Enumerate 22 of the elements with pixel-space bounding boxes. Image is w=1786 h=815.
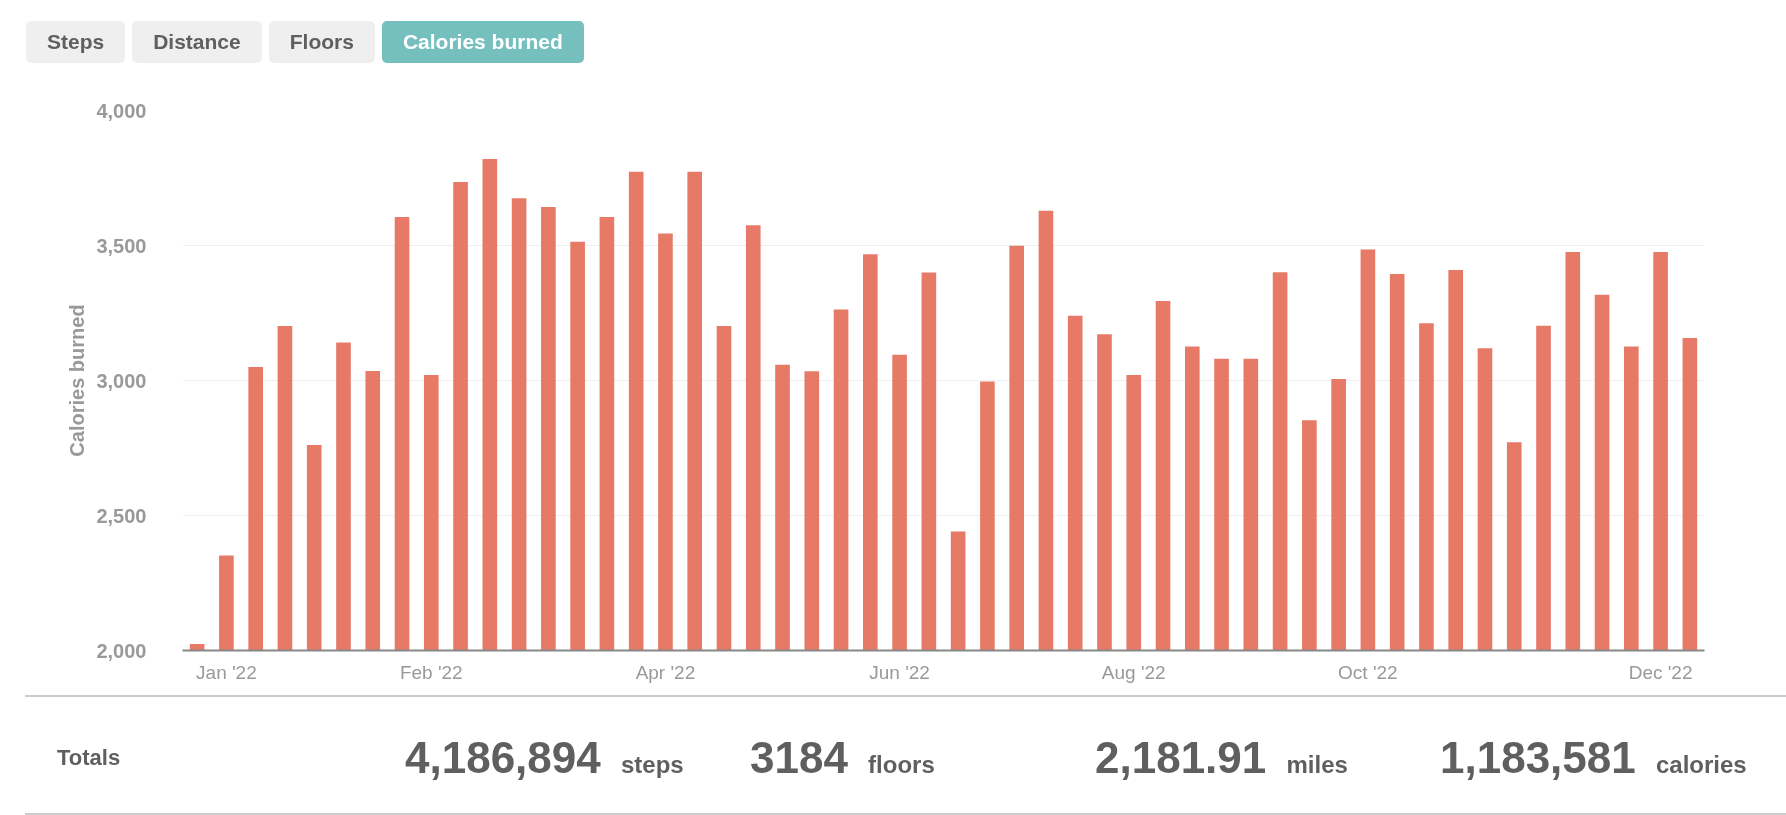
text: 4,186,894 steps: [405, 733, 684, 782]
text: Floors: [268, 21, 375, 63]
x-tick-label: Jan '22: [196, 661, 257, 683]
text: 2,181.91 miles: [1095, 733, 1348, 782]
text: 3184 floors: [750, 733, 935, 782]
y-tick-label: 2,500: [96, 504, 147, 527]
x-tick-label: Feb '22: [399, 661, 463, 683]
text: Totals: [57, 745, 121, 771]
x-tick-label: Oct '22: [1338, 661, 1398, 683]
y-tick-label: 2,000: [96, 639, 147, 662]
x-tick-label: Aug '22: [1101, 661, 1166, 683]
y-tick-label: 4,000: [96, 99, 147, 122]
x-tick-label: Dec '22: [1628, 661, 1693, 683]
text: 1,183,581 calories: [1440, 733, 1747, 782]
text: Distance: [132, 21, 262, 63]
x-tick-label: Jun '22: [869, 661, 930, 683]
y-tick-label: 3,000: [96, 369, 147, 392]
text: Calories burned: [381, 21, 584, 63]
y-axis-title: Calories burned: [66, 304, 89, 457]
x-tick-label: Apr '22: [635, 661, 696, 683]
text: Steps: [26, 21, 126, 63]
y-tick-label: 3,500: [96, 234, 147, 257]
